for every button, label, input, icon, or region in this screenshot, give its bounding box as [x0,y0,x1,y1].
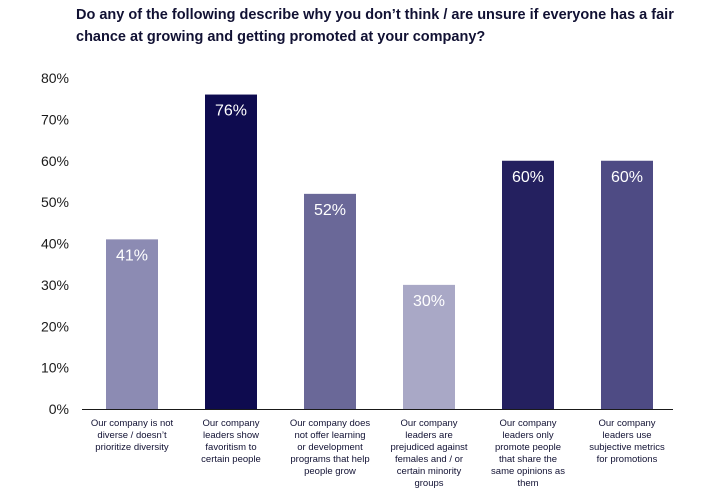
category-label-line: certain people [201,454,261,465]
bar [403,284,455,409]
bar [304,193,356,409]
category-label: Our company does not offer learning or dev… [282,418,378,478]
bars [106,94,653,410]
category-label-line: prejudiced against [390,442,468,453]
y-tick-label: 30% [41,277,69,293]
bar-value-label: 76% [215,103,247,120]
category-label-line: same opinions as [491,466,565,477]
y-tick-label: 60% [41,153,69,169]
category-label: Our company leaders use subjective metrics… [579,418,675,466]
y-tick-label: 70% [41,111,69,127]
data-labels: 41% 76% 52% 30% 60% 60% [116,103,643,310]
bar [205,94,257,410]
y-tick-label: 40% [41,236,69,252]
y-axis: 0% 10% 20% 30% 40% 50% 60% 70% 80% [41,70,69,417]
y-tick-label: 10% [41,360,69,376]
category-label-line: or development [297,442,363,453]
chart-title-line-1: Do any of the following describe why you… [76,7,674,23]
category-label-line: them [517,478,539,489]
category-label-line: leaders are [405,430,453,441]
y-tick-label: 20% [41,318,69,334]
category-label-line: that share the [498,454,558,465]
category-label-line: females and / or [394,454,464,465]
chart-title-line-2: chance at growing and getting promoted a… [76,29,486,45]
bar-value-label: 60% [611,169,643,186]
category-label-line: leaders only [502,430,554,441]
category-label-line: Our company [499,418,557,429]
category-label-line: Our company does [289,418,371,429]
bar-value-label: 41% [116,247,148,264]
category-label-line: subjective metrics [589,442,665,453]
chart-title: Do any of the following describe why you… [76,4,676,48]
category-label-line: certain minority [396,466,462,477]
category-label-line: favoritism to [205,442,257,453]
category-label-line: diverse / doesn’t [97,430,167,441]
category-label-line: promote people [494,442,562,453]
category-label-line: not offer learning [294,430,366,441]
category-label-line: prioritize diversity [95,442,169,453]
category-label-line: Our company [400,418,458,429]
bar [601,160,653,409]
category-label: Our company leaders only promote people tha… [480,418,576,490]
category-label-line: for promotions [596,454,658,465]
category-label-line: programs that help [290,454,370,465]
category-label-line: people grow [304,466,356,477]
category-label-line: Our company is not [90,418,174,429]
category-label-line: leaders use [602,430,652,441]
category-label-line: leaders show [203,430,259,441]
y-tick-label: 80% [41,70,69,86]
category-label: Our company is not diverse / doesn’t prior… [84,418,180,454]
bar [502,160,554,409]
category-label: Our company leaders are prejudiced against… [381,418,477,490]
y-tick-label: 0% [49,401,69,417]
bar-value-label: 60% [512,169,544,186]
category-label-line: Our company [202,418,260,429]
bar [106,239,158,409]
y-tick-label: 50% [41,194,69,210]
category-label-line: Our company [598,418,656,429]
bar-value-label: 52% [314,202,346,219]
category-label-line: groups [414,478,444,489]
category-label: Our company leaders show favoritism to cert… [183,418,279,466]
bar-value-label: 30% [413,293,445,310]
